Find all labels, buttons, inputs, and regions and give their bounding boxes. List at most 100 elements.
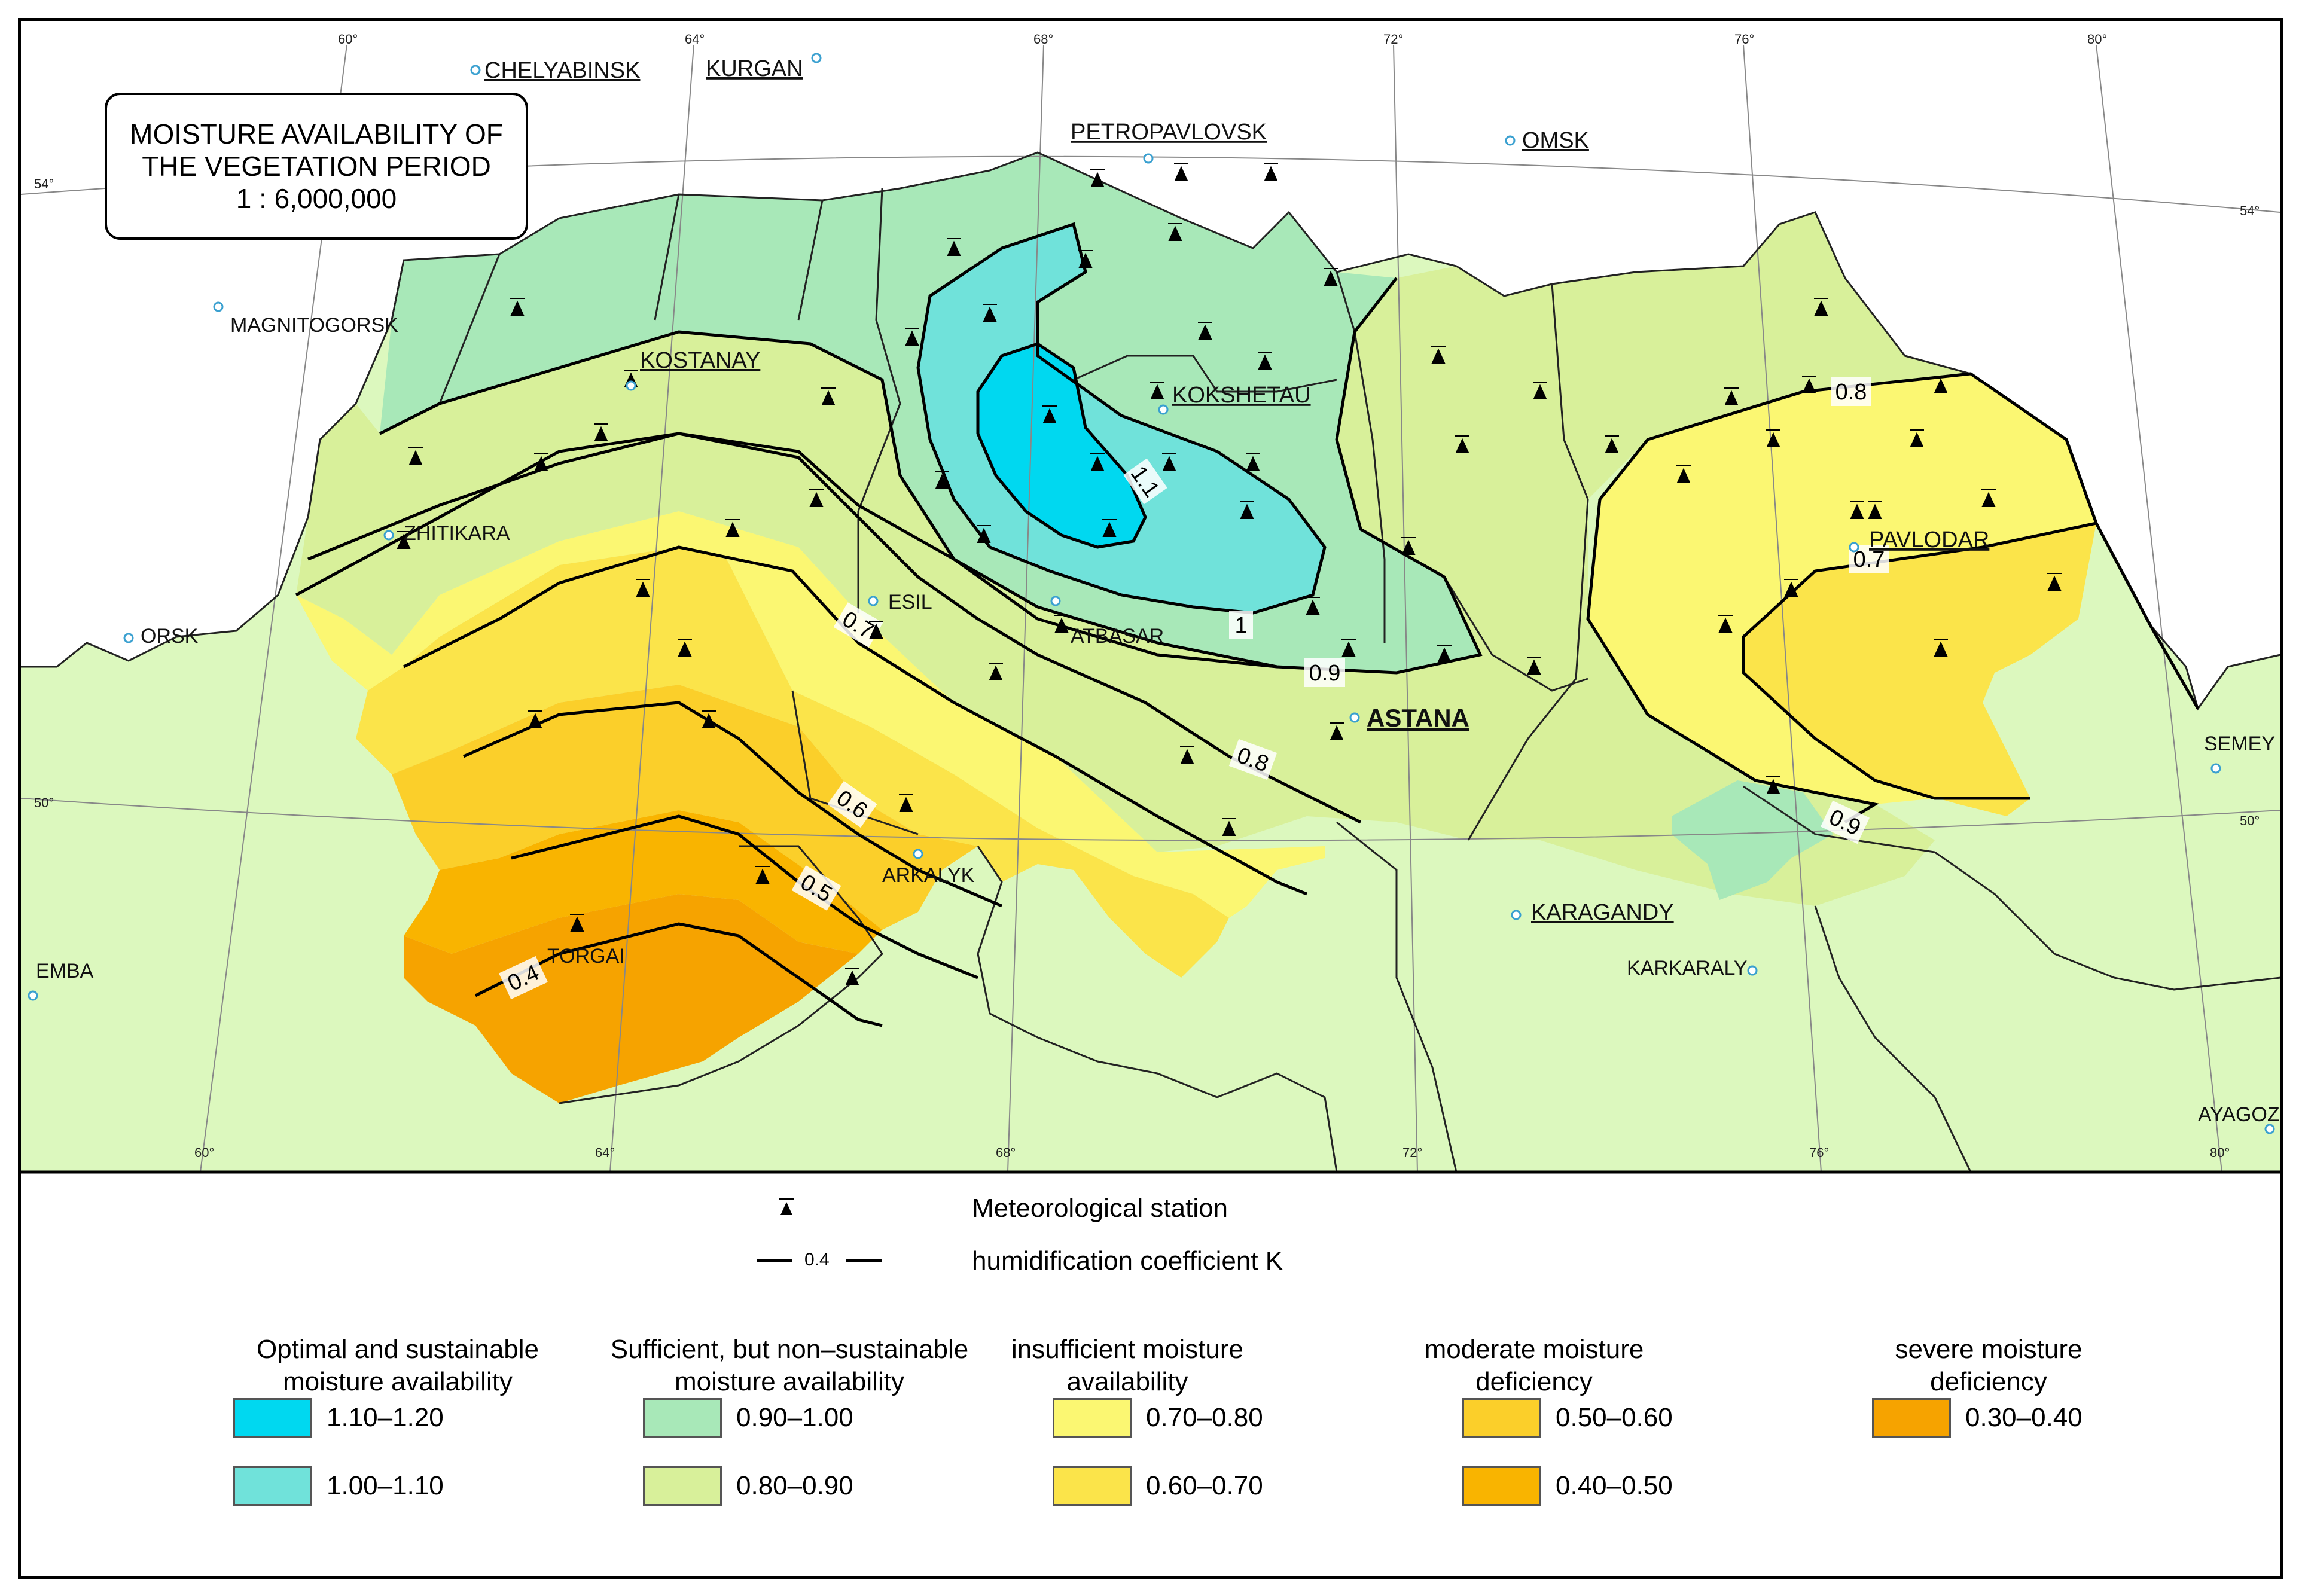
isoline-1-1 (976, 342, 1147, 549)
lat-right-54: 54° (2240, 203, 2260, 218)
swatch-110-120 (233, 1398, 312, 1438)
city-semey: SEMEY (2204, 733, 2275, 755)
swatch-080-090 (643, 1466, 722, 1506)
zone-optimal-100-110 (918, 224, 1325, 613)
zone-insufficient-070-080-east (1588, 374, 2096, 804)
map-frame: 1.1 1 0.9 0.9 0.8 0.8 0.7 0.7 0.6 0.5 0.… (18, 18, 2283, 1579)
city-kostanay: KOSTANAY (640, 348, 760, 373)
city-magnitogorsk: MAGNITOGORSK (230, 314, 398, 337)
map-canvas[interactable]: 1.1 1 0.9 0.9 0.8 0.8 0.7 0.7 0.6 0.5 0.… (21, 21, 2280, 1576)
lon-bottom-80: 80° (2210, 1145, 2230, 1160)
isoline-labels: 1.1 1 0.9 0.9 0.8 0.8 0.7 0.7 0.6 0.5 0.… (499, 377, 1889, 1000)
city-emba: EMBA (36, 960, 94, 982)
zone-severe-030-040 (404, 894, 858, 1103)
lat-right-50: 50° (2240, 813, 2260, 828)
lat-left-50: 50° (34, 795, 54, 810)
zone-green-patch (1672, 780, 1833, 900)
legend-range-110-120: 1.10–1.20 (233, 1398, 444, 1438)
city-karagandy: KARAGANDY (1531, 900, 1674, 925)
isoline-0-4 (474, 922, 883, 1027)
city-labels: CHELYABINSK KURGAN PETROPAVLOVSK OMSK MA… (36, 56, 2280, 1126)
lon-bottom-76: 76° (1809, 1145, 1829, 1160)
isoline-0-9-west (379, 277, 1483, 675)
legend-range-090-100: 0.90–1.00 (643, 1398, 853, 1438)
swatch-090-100 (643, 1398, 722, 1438)
legend-station-label: Meteorological station (972, 1194, 1228, 1223)
isoline-0-8-east (1599, 372, 2200, 710)
isoline-label-1-0: 1 (1234, 613, 1247, 638)
isoline-sample-icon (757, 1259, 882, 1262)
city-arkalyk: ARKALYK (882, 864, 975, 887)
swatch-100-110 (233, 1466, 312, 1506)
isoline-0-7-east (1742, 521, 2097, 800)
outside-territory (21, 21, 2280, 709)
legend-category-moderate: moderate moisture deficiency (1424, 1335, 1644, 1396)
legend-range-100-110: 1.00–1.10 (233, 1466, 444, 1506)
lon-bottom-64: 64° (595, 1145, 615, 1160)
city-orsk: ORSK (141, 625, 199, 648)
lon-bottom-72: 72° (1402, 1145, 1422, 1160)
legend: Meteorological station 0.4 humidificatio… (21, 1172, 2280, 1576)
isoline-0-9-east (1586, 499, 1879, 824)
isoline-0-5 (511, 814, 978, 979)
city-chelyabinsk: CHELYABINSK (484, 58, 640, 83)
legend-category-optimal: Optimal and sustainable moisture availab… (256, 1335, 539, 1396)
map-title-box: MOISTURE AVAILABILITY OF THE VEGETATION … (105, 93, 528, 240)
city-omsk: OMSK (1522, 128, 1589, 153)
lon-top-64: 64° (685, 32, 705, 47)
lon-bottom-68: 68° (996, 1145, 1016, 1160)
zone-insufficient-070-080-west (296, 511, 1325, 918)
graticule (21, 44, 2280, 1173)
swatch-050-060 (1462, 1398, 1541, 1438)
city-petropavlovsk: PETROPAVLOVSK (1071, 120, 1267, 145)
isoline-label-0-8-b: 0.8 (1835, 380, 1867, 405)
legend-category-sufficient: Sufficient, but non–sustainable moisture… (610, 1335, 969, 1396)
zone-optimal-110-120 (978, 344, 1145, 547)
city-karkaraly: KARKARALY (1627, 957, 1748, 979)
legend-isoline-label: humidification coefficient K (972, 1246, 1283, 1275)
lon-top-80: 80° (2087, 32, 2107, 47)
legend-range-050-060: 0.50–0.60 (1462, 1398, 1673, 1438)
legend-range-080-090: 0.80–0.90 (643, 1466, 853, 1506)
map-scale: 1 : 6,000,000 (236, 183, 397, 214)
lat-left-54: 54° (34, 176, 54, 191)
legend-range-070-080: 0.70–0.80 (1053, 1398, 1263, 1438)
city-ayagoz: AYAGOZ (2198, 1103, 2280, 1126)
map-title-line2: THE VEGETATION PERIOD (142, 151, 491, 182)
isoline-0-6 (462, 701, 1002, 908)
map-title-line1: MOISTURE AVAILABILITY OF (130, 118, 503, 149)
legend-category-severe: severe moisture deficiency (1895, 1335, 2083, 1396)
coordinate-labels: 60° 64° 68° 72° 76° 80° 60° 64° 68° 72° … (34, 32, 2260, 1160)
lon-top-76: 76° (1734, 32, 1754, 47)
zone-insufficient-060-070-west (356, 547, 1229, 978)
swatch-030-040 (1872, 1398, 1951, 1438)
legend-isoline-sample: 0.4 (804, 1250, 830, 1270)
city-zhitikara: ZHITIKARA (404, 522, 510, 545)
meteorological-stations (397, 163, 2062, 985)
swatch-060-070 (1053, 1466, 1132, 1506)
station-icon (779, 1198, 794, 1215)
city-kokshetau: KOKSHETAU (1172, 383, 1311, 408)
lon-bottom-60: 60° (194, 1145, 214, 1160)
city-kurgan: KURGAN (706, 56, 803, 81)
legend-category-insufficient: insufficient moisture availability (1011, 1335, 1244, 1396)
swatch-070-080 (1053, 1398, 1132, 1438)
city-markers (28, 53, 2275, 1134)
isoline-label-0-7-b: 0.7 (1853, 547, 1885, 572)
legend-range-060-070: 0.60–0.70 (1053, 1466, 1263, 1506)
city-torgai: TORGAI (547, 945, 625, 968)
isoline-label-0-9-a: 0.9 (1309, 661, 1341, 686)
city-pavlodar: PAVLODAR (1869, 527, 1989, 553)
swatch-040-050 (1462, 1466, 1541, 1506)
isoline-1-0 (916, 222, 1327, 615)
lon-top-72: 72° (1383, 32, 1403, 47)
city-atbasar: ATBASAR (1071, 625, 1164, 648)
zone-moderate-east (1743, 523, 2096, 816)
isoline-0-7-west (403, 545, 1307, 896)
legend-range-030-040: 0.30–0.40 (1872, 1398, 2083, 1438)
legend-range-040-050: 0.40–0.50 (1462, 1466, 1673, 1506)
city-esil: ESIL (888, 591, 932, 614)
lon-top-60: 60° (338, 32, 358, 47)
lon-top-68: 68° (1033, 32, 1053, 47)
zone-moderate-050-060 (392, 685, 978, 930)
